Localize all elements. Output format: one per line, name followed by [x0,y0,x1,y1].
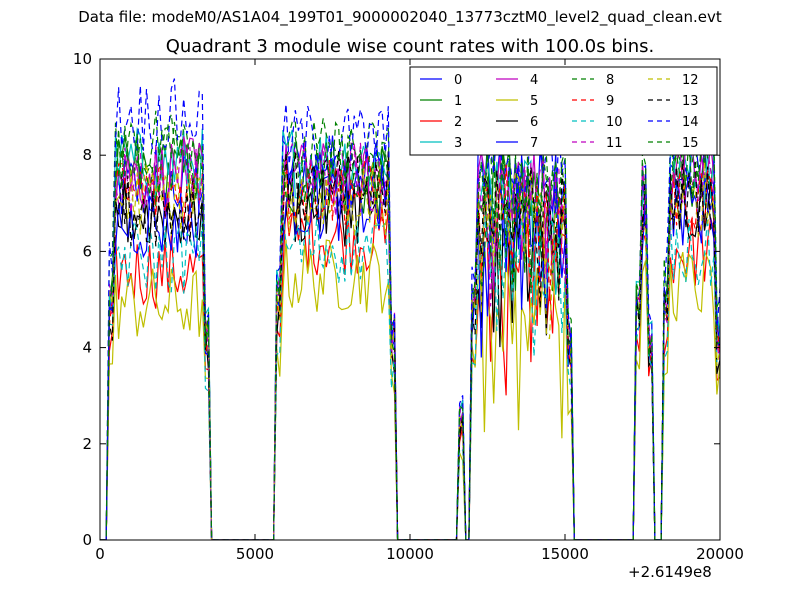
legend-box [409,66,718,156]
legend-label: 15 [682,136,699,151]
legend-label: 10 [606,115,623,130]
y-tick-label: 6 [82,242,92,260]
y-tick-label: 10 [73,50,92,68]
legend-label: 12 [682,73,699,88]
legend-label: 14 [682,115,699,130]
y-tick-label: 8 [82,146,92,164]
legend-label: 4 [530,73,538,88]
legend-label: 5 [530,94,538,109]
x-tick-label: 0 [95,545,105,563]
legend-label: 6 [530,115,538,130]
x-tick-label: 10000 [386,545,434,563]
x-tick-label: 15000 [541,545,589,563]
series-line-10 [100,213,720,540]
legend-label: 1 [454,94,462,109]
legend-label: 13 [682,94,699,109]
series-line-11 [100,141,720,540]
x-tick-label: 5000 [236,545,274,563]
legend-label: 3 [454,136,462,151]
legend-label: 9 [606,94,614,109]
y-tick-label: 2 [82,435,92,453]
legend-label: 11 [606,136,623,151]
legend-label: 0 [454,73,462,88]
chart-title: Quadrant 3 module wise count rates with … [165,36,655,57]
figure-suptitle: Data file: modeM0/AS1A04_199T01_90000020… [78,8,722,26]
legend-label: 2 [454,115,462,130]
x-axis-offset-label: +2.6149e8 [628,563,712,581]
series-line-12 [100,161,720,540]
legend-label: 7 [530,136,538,151]
y-tick-label: 0 [82,531,92,549]
y-tick-label: 4 [82,339,92,357]
series-line-5 [100,239,720,540]
series-line-14 [100,78,720,540]
series-line-2 [100,200,720,540]
legend-label: 8 [606,73,614,88]
series-line-7 [100,165,720,540]
x-tick-label: 20000 [696,545,744,563]
series-line-6 [100,169,720,540]
